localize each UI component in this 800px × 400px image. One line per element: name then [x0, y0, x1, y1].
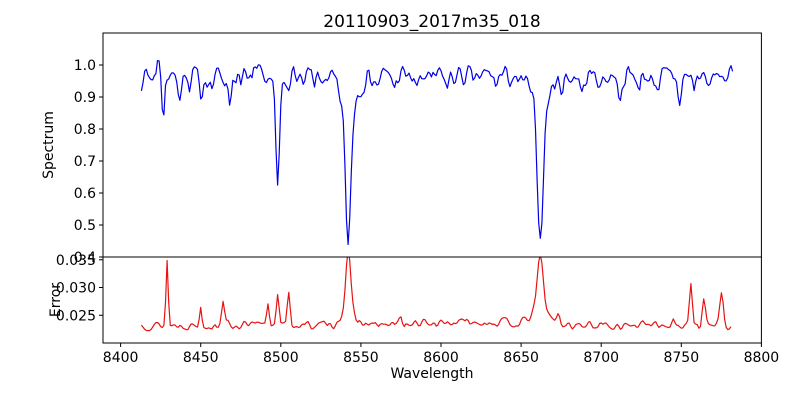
spectrum-y-tick-label: 0.8 [74, 122, 96, 138]
error-y-tick-label: 0.035 [56, 253, 96, 269]
x-tick-label: 8600 [423, 350, 459, 366]
x-tick-label: 8400 [103, 350, 139, 366]
x-tick-label: 8700 [583, 350, 619, 366]
spectrum-y-tick-label: 0.9 [74, 90, 96, 106]
x-tick-label: 8500 [263, 350, 299, 366]
error-panel-frame [102, 256, 762, 344]
x-axis-label: Wavelength [390, 366, 474, 382]
x-tick-label: 8650 [503, 350, 539, 366]
spectrum-panel-frame [102, 32, 762, 258]
spectrum-y-tick-label: 0.5 [74, 218, 96, 234]
error-y-tick-label: 0.025 [56, 308, 96, 324]
x-tick-label: 8450 [183, 350, 219, 366]
chart-title: 20110903_2017m35_018 [323, 12, 541, 32]
x-tick-label: 8550 [343, 350, 379, 366]
spectrum-y-tick-label: 0.4 [74, 250, 96, 266]
spectrum-y-tick-label: 1.0 [74, 58, 96, 74]
spectrum-y-tick-label: 0.7 [74, 154, 96, 170]
x-tick-label: 8800 [744, 350, 780, 366]
spectrum-line [140, 59, 734, 246]
error-line [140, 257, 732, 332]
error-y-tick-label: 0.030 [56, 281, 96, 297]
x-tick-label: 8750 [663, 350, 699, 366]
spectrum-y-tick-label: 0.6 [74, 186, 96, 202]
